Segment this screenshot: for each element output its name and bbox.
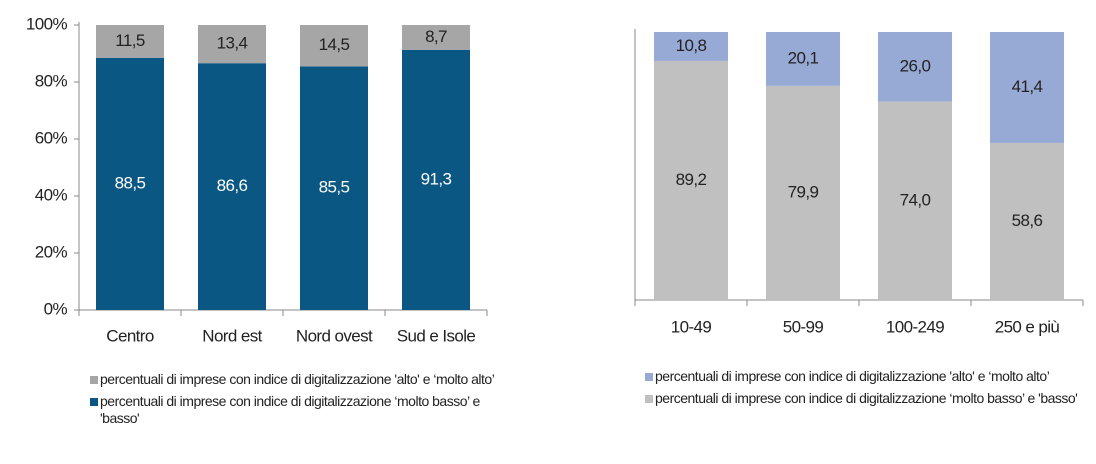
bar-segment	[766, 85, 840, 300]
data-label: 85,5	[319, 178, 350, 197]
y-tick-label: 0%	[44, 299, 68, 318]
bar-segment	[878, 32, 952, 102]
legend-label: percentuali di imprese con indice di dig…	[100, 371, 495, 387]
bar-segment	[402, 49, 470, 311]
data-label: 11,5	[115, 31, 145, 50]
bar-segment	[654, 60, 728, 300]
legend-swatch	[90, 398, 98, 406]
y-tick-label: 80%	[35, 71, 68, 90]
bar-segment	[96, 25, 164, 58]
x-tick-label: 100-249	[886, 317, 944, 336]
data-label: 86,6	[217, 176, 248, 195]
legend-swatch	[645, 395, 653, 403]
y-tick-label: 100%	[26, 14, 68, 33]
x-tick-label: 50-99	[783, 317, 824, 336]
legend-item: percentuali di imprese con indice di dig…	[645, 390, 1095, 407]
x-tick-label: Sud e Isole	[397, 326, 476, 345]
bar-segment	[878, 101, 952, 301]
data-label: 79,9	[788, 182, 819, 201]
y-tick-label: 60%	[35, 128, 68, 147]
bar-segment	[198, 25, 266, 64]
data-label: 14,5	[319, 35, 350, 54]
bar-segment	[198, 63, 266, 310]
bar-segment	[654, 32, 728, 61]
data-label: 10,8	[676, 36, 707, 55]
bar-segment	[766, 32, 840, 86]
legend: percentuali di imprese con indice di dig…	[90, 371, 510, 432]
data-label: 26,0	[900, 56, 931, 75]
bar-segment	[96, 57, 164, 311]
bar-segment	[990, 32, 1064, 143]
legend-swatch	[645, 373, 653, 381]
data-label: 88,5	[115, 173, 146, 192]
data-label: 41,4	[1012, 77, 1043, 96]
x-tick-label: Nord ovest	[296, 326, 373, 345]
bar-segment	[300, 25, 368, 67]
data-label: 20,1	[788, 48, 819, 67]
x-tick-label: 250 e più	[995, 317, 1060, 336]
legend-label: percentuali di imprese con indice di dig…	[655, 368, 1050, 384]
data-label: 58,6	[1012, 211, 1043, 230]
x-tick-label: Nord est	[202, 326, 262, 345]
legend: percentuali di imprese con indice di dig…	[645, 368, 1095, 412]
bar-segment	[402, 25, 470, 50]
data-label: 89,2	[676, 170, 707, 189]
data-label: 13,4	[217, 34, 248, 53]
legend-swatch	[90, 376, 98, 384]
y-tick-label: 20%	[35, 242, 68, 261]
x-tick-label: Centro	[106, 326, 154, 345]
bar-segment	[990, 142, 1064, 300]
data-label: 8,7	[425, 27, 447, 46]
legend-item: percentuali di imprese con indice di dig…	[90, 393, 510, 427]
legend-label: percentuali di imprese con indice di dig…	[100, 393, 480, 426]
legend-item: percentuali di imprese con indice di dig…	[645, 368, 1095, 385]
x-tick-label: 10-49	[671, 317, 712, 336]
data-label: 74,0	[900, 190, 931, 209]
legend-label: percentuali di imprese con indice di dig…	[655, 390, 1078, 406]
bar-segment	[300, 66, 368, 310]
legend-item: percentuali di imprese con indice di dig…	[90, 371, 510, 388]
y-tick-label: 40%	[35, 185, 68, 204]
data-label: 91,3	[421, 169, 452, 188]
